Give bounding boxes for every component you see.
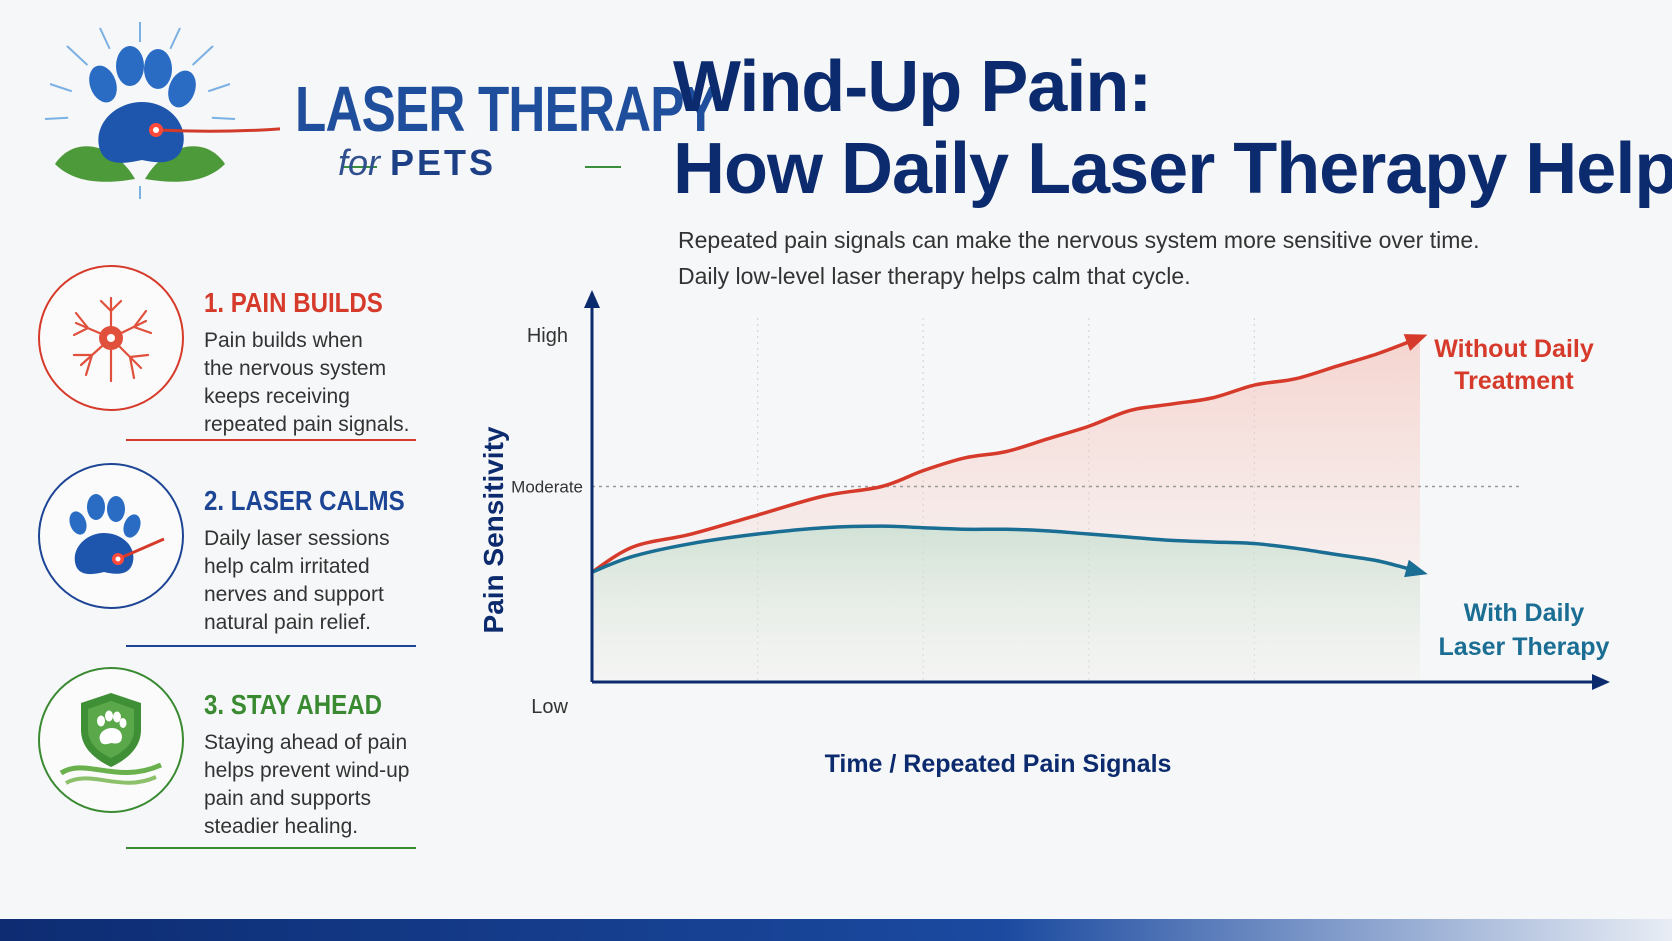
intro-line-1: Repeated pain signals can make the nervo… — [678, 227, 1480, 253]
step-1-body: Pain builds when the nervous system keep… — [204, 327, 409, 439]
step-3-body: Staying ahead of pain helps prevent wind… — [204, 729, 409, 841]
y-axis-arrow — [584, 290, 600, 308]
step-2-line: nerves and support — [204, 583, 384, 606]
logo-pets: PETS — [390, 142, 497, 183]
logo-rule-left — [343, 166, 377, 168]
series-label-without-treatment-line-2: Treatment — [1454, 367, 1574, 395]
paw-laser-icon — [69, 494, 165, 575]
step-2-circle — [38, 463, 184, 609]
step-2-body: Daily laser sessions help calm irritated… — [204, 525, 390, 637]
series-label-with-laser-line-2: Laser Therapy — [1439, 633, 1610, 661]
step-1-line: repeated pain signals. — [204, 413, 410, 436]
step-3-line: steadier healing. — [204, 815, 359, 838]
y-axis-label: Pain Sensitivity — [478, 426, 509, 633]
title-line-2: How Daily Laser Therapy Helps — [673, 129, 1672, 209]
step-1-heading: 1. PAIN BUILDS — [204, 287, 383, 318]
y-tick-label-moderate: Moderate — [511, 478, 583, 497]
step-3-line: pain and supports — [204, 787, 371, 810]
step-1-line: Pain builds when — [204, 329, 363, 352]
paw-sunburst-icon — [44, 22, 311, 199]
series-line-without-treatment — [591, 335, 1421, 574]
series-line-with-laser-therapy — [591, 524, 1421, 574]
series-arrow-without-treatment — [1403, 334, 1428, 351]
title-line-1: Wind-Up Pain: — [673, 47, 1152, 127]
x-axis-arrow — [1592, 674, 1610, 690]
y-tick-label-high: High — [527, 325, 568, 347]
series-arrow-with-laser-therapy — [1404, 559, 1428, 578]
series-label-with-laser-line-1: With Daily — [1464, 599, 1585, 627]
intro-text: Repeated pain signals can make the nervo… — [678, 222, 1480, 294]
logo-rule-right — [585, 166, 621, 168]
step-2-divider — [126, 645, 416, 647]
step-3-line: helps prevent wind-up — [204, 759, 410, 782]
step-2-line: natural pain relief. — [204, 611, 371, 634]
step-2-heading: 2. LASER CALMS — [204, 485, 405, 516]
brand-logo: LASER THERAPY for PETS — [30, 14, 718, 204]
step-3-heading: 3. STAY AHEAD — [204, 689, 382, 720]
page-title: Wind-Up Pain: How Daily Laser Therapy He… — [673, 46, 1672, 210]
y-tick-label-low: Low — [531, 696, 568, 718]
step-1-divider — [126, 439, 416, 441]
series-label-without-treatment-line-1: Without Daily — [1434, 335, 1594, 363]
step-3-divider — [126, 847, 416, 849]
logo-title: LASER THERAPY — [295, 73, 718, 145]
logo-subtitle: for PETS — [338, 142, 496, 184]
paw-shield-icon — [59, 693, 163, 785]
step-2-line: Daily laser sessions — [204, 527, 390, 550]
logo-for: for — [338, 142, 381, 183]
step-3-line: Staying ahead of pain — [204, 731, 408, 754]
footer-bar — [0, 919, 1672, 941]
area-with-laser-therapy — [592, 526, 1420, 682]
step-1-line: keeps receiving — [204, 385, 350, 408]
x-axis-label: Time / Repeated Pain Signals — [825, 750, 1172, 778]
nerve-cell-icon — [72, 296, 153, 383]
step-1-line: the nervous system — [204, 357, 387, 380]
step-2-line: help calm irritated — [204, 555, 370, 578]
intro-line-2: Daily low-level laser therapy helps calm… — [678, 263, 1191, 289]
pain-sensitivity-chart: Low Moderate High Pain Sensitivity Time … — [478, 290, 1610, 778]
step-1-circle — [38, 265, 184, 411]
step-3-circle — [38, 667, 184, 813]
